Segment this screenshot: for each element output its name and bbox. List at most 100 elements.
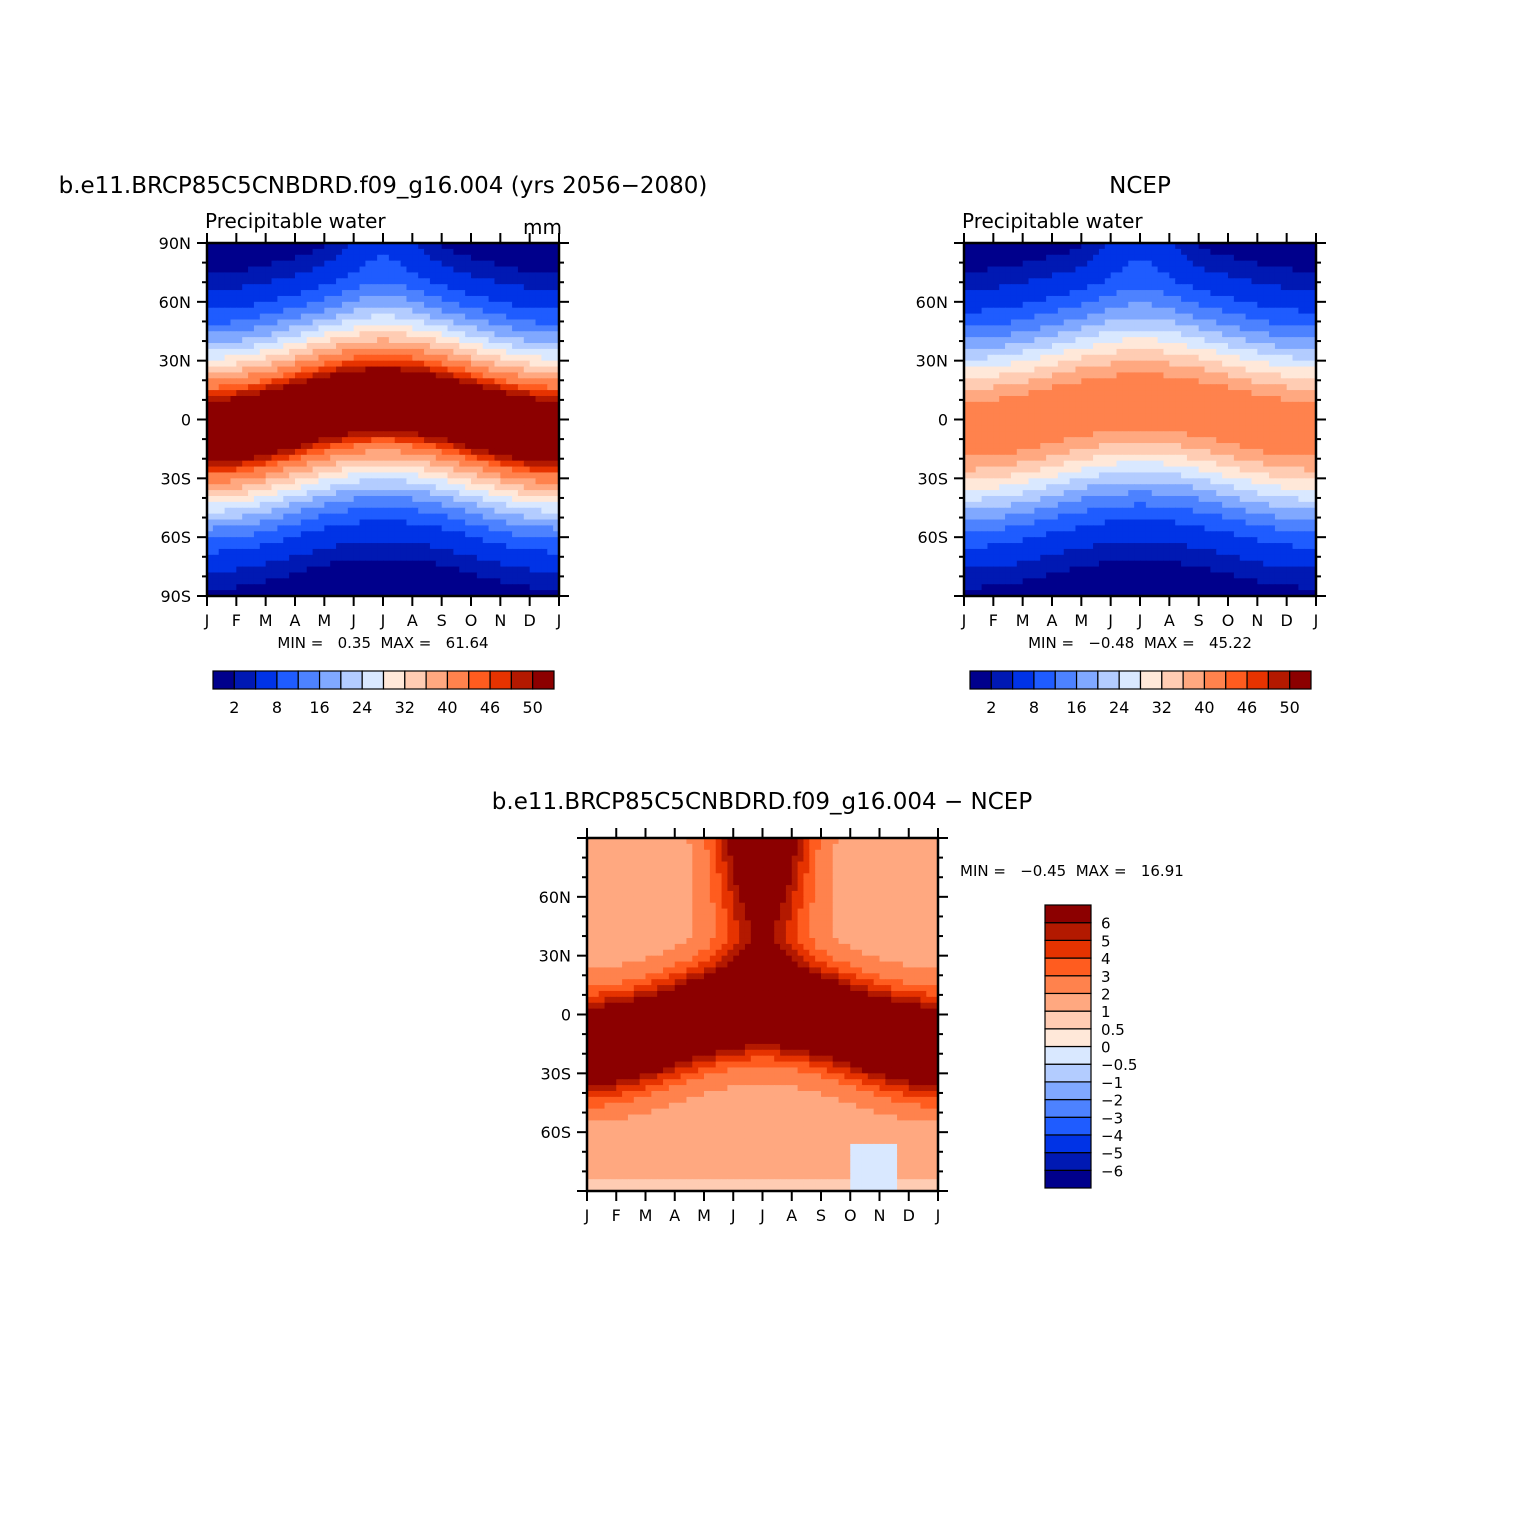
contour-cell bbox=[271, 372, 278, 379]
contour-cell bbox=[465, 454, 472, 462]
contour-cell bbox=[259, 454, 267, 462]
contour-cell bbox=[529, 478, 537, 485]
contour-cell bbox=[488, 478, 496, 485]
contour-cell bbox=[447, 413, 454, 421]
contour-cell bbox=[1181, 295, 1188, 303]
contour-cell bbox=[242, 472, 249, 479]
contour-cell bbox=[371, 572, 378, 579]
contour-cell bbox=[365, 495, 372, 503]
contour-cell bbox=[347, 525, 355, 532]
contour-cell bbox=[207, 378, 214, 385]
contour-cell bbox=[506, 378, 513, 385]
contour-cell bbox=[429, 590, 437, 597]
contour-cell bbox=[1052, 260, 1059, 268]
contour-cell bbox=[230, 590, 237, 597]
contour-cell bbox=[265, 319, 273, 326]
contour-cell bbox=[312, 260, 320, 268]
contour-cell bbox=[1081, 313, 1088, 321]
contour-cell bbox=[412, 260, 419, 268]
contour-cell bbox=[465, 495, 472, 503]
contour-cell bbox=[424, 284, 431, 291]
contour-cell bbox=[547, 472, 554, 479]
contour-cell bbox=[541, 366, 548, 374]
contour-cell bbox=[230, 284, 237, 291]
contour-cell bbox=[283, 431, 290, 438]
contour-cell bbox=[242, 366, 249, 374]
contour-cell bbox=[535, 425, 542, 432]
contour-cell bbox=[347, 531, 355, 538]
contour-cell bbox=[1005, 260, 1012, 268]
contour-cell bbox=[453, 248, 460, 256]
contour-cell bbox=[1052, 301, 1059, 309]
contour-cell bbox=[541, 484, 548, 491]
contour-cell bbox=[471, 495, 478, 503]
contour-cell bbox=[406, 331, 413, 338]
contour-cell bbox=[277, 590, 284, 597]
contour-cell bbox=[1145, 266, 1153, 274]
contour-cell bbox=[453, 472, 460, 479]
contour-cell bbox=[453, 290, 460, 297]
contour-cell bbox=[1010, 337, 1018, 344]
contour-cell bbox=[212, 554, 220, 562]
contour-cell bbox=[212, 290, 220, 297]
contour-cell bbox=[253, 366, 261, 374]
contour-cell bbox=[500, 301, 507, 309]
contour-cell bbox=[277, 501, 284, 509]
contour-cell bbox=[353, 378, 361, 385]
contour-cell bbox=[224, 419, 232, 426]
contour-cell bbox=[1040, 301, 1047, 309]
contour-cell bbox=[1280, 360, 1288, 368]
contour-cell bbox=[500, 290, 507, 297]
contour-cell bbox=[383, 301, 390, 309]
contour-cell bbox=[1169, 307, 1176, 315]
contour-cell bbox=[975, 272, 983, 279]
contour-cell bbox=[1134, 266, 1141, 274]
contour-cell bbox=[535, 366, 542, 374]
contour-cell bbox=[224, 472, 232, 479]
contour-cell bbox=[318, 378, 325, 385]
contour-cell bbox=[1028, 337, 1035, 344]
contour-cell bbox=[1128, 313, 1135, 321]
contour-cell bbox=[406, 566, 413, 574]
contour-cell bbox=[265, 243, 273, 250]
contour-cell bbox=[300, 384, 308, 391]
contour-cell bbox=[277, 337, 284, 344]
contour-cell bbox=[429, 266, 437, 274]
contour-cell bbox=[224, 301, 232, 309]
contour-cell bbox=[236, 425, 243, 432]
contour-cell bbox=[400, 395, 408, 403]
contour-cell bbox=[553, 266, 560, 274]
contour-cell bbox=[482, 266, 490, 274]
contour-cell bbox=[1239, 266, 1247, 274]
contour-cell bbox=[535, 572, 542, 579]
contour-cell bbox=[1063, 284, 1071, 291]
contour-cell bbox=[306, 443, 314, 450]
contour-cell bbox=[236, 419, 243, 426]
contour-cell bbox=[541, 419, 548, 426]
contour-cell bbox=[265, 278, 273, 285]
contour-cell bbox=[359, 278, 366, 285]
contour-cell bbox=[435, 331, 443, 338]
contour-cell bbox=[512, 454, 519, 462]
contour-cell bbox=[295, 313, 302, 321]
contour-cell bbox=[406, 325, 413, 332]
contour-cell bbox=[230, 531, 237, 538]
contour-cell bbox=[465, 448, 472, 456]
contour-cell bbox=[207, 448, 214, 456]
contour-cell bbox=[318, 401, 325, 409]
contour-cell bbox=[541, 307, 548, 315]
contour-cell bbox=[1228, 260, 1235, 268]
contour-cell bbox=[1098, 354, 1106, 362]
contour-cell bbox=[412, 325, 419, 332]
contour-cell bbox=[517, 301, 525, 309]
contour-cell bbox=[541, 290, 548, 297]
contour-cell bbox=[471, 419, 478, 426]
contour-cell bbox=[336, 266, 343, 274]
contour-cell bbox=[535, 319, 542, 326]
contour-cell bbox=[1280, 266, 1288, 274]
contour-cell bbox=[259, 354, 267, 362]
contour-cell bbox=[1245, 290, 1253, 297]
contour-cell bbox=[353, 537, 361, 544]
contour-cell bbox=[377, 354, 384, 362]
contour-cell bbox=[295, 401, 302, 409]
